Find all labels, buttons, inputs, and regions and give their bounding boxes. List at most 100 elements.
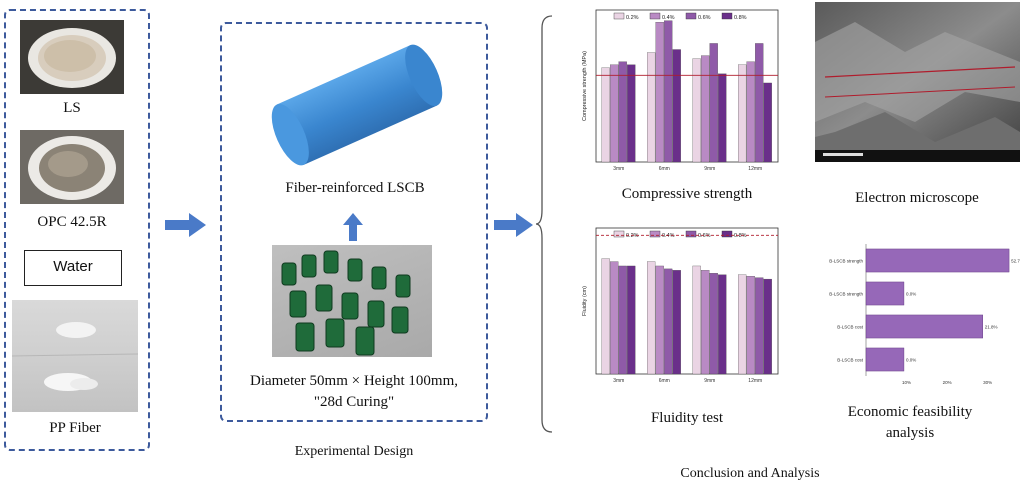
economic-feasibility-chart: B-LSCB strength 52.7% B-LSCB strength 0.0% B…: [829, 244, 1020, 385]
value-label: 21.8%: [985, 325, 998, 330]
x-tick-label: 12mm: [748, 166, 762, 172]
bar: [755, 43, 764, 163]
compressive-strength-chart: 0.2% 0.4% 0.6% 0.8% Compressive strength (MP…: [582, 9, 779, 172]
legend-label: 0.2%: [626, 15, 639, 21]
bar: [755, 277, 764, 375]
x-tick-label: 10%: [902, 380, 911, 385]
category-label: B-LSCB strength: [829, 292, 863, 297]
legend-label: 0.4%: [662, 233, 675, 239]
value-label: 0.0%: [906, 358, 916, 363]
design-caption: Experimental Design: [294, 444, 414, 459]
legend-label: 0.8%: [734, 15, 747, 21]
water-label: Water: [53, 258, 93, 275]
legend: 0.2% 0.4% 0.6% 0.8%: [613, 230, 747, 239]
bar: [709, 43, 718, 163]
design-panel: [220, 22, 488, 422]
bar: [718, 274, 727, 375]
opc-photo: [20, 130, 124, 204]
x-tick-label: 9mm: [704, 166, 715, 172]
pp-fiber-label: PP Fiber: [49, 420, 101, 436]
bar: [709, 273, 718, 375]
x-tick-label: 9mm: [704, 378, 715, 384]
bar: [647, 261, 656, 375]
x-tick-label: 3mm: [613, 378, 624, 384]
bar: [692, 265, 701, 375]
bar: [672, 49, 681, 163]
conclusion-caption: Conclusion and Analysis: [680, 466, 820, 481]
legend-label: 0.4%: [662, 15, 675, 21]
arrow-up-icon: [343, 213, 363, 241]
legend-label: 0.6%: [698, 15, 711, 21]
bar: [865, 281, 905, 306]
category-label: B-LSCB cost: [837, 325, 864, 330]
bar: [746, 61, 755, 163]
bar: [672, 270, 681, 375]
category-label: B-LSCB cost: [837, 358, 864, 363]
electron-microscope-photo: [815, 2, 1020, 162]
ls-label: LS: [63, 100, 81, 116]
water-box: [24, 250, 122, 286]
legend-swatch: [613, 12, 625, 20]
bar: [738, 274, 747, 375]
legend-swatch: [721, 230, 733, 238]
bar: [865, 314, 984, 339]
fluidity-chart: 0.2% 0.4% 0.6% 0.8% Fluidity (cm) 3mm 6mm 9mm 12…: [582, 227, 779, 384]
legend-label: 0.2%: [626, 233, 639, 239]
bar: [664, 268, 673, 375]
bar: [610, 261, 619, 375]
bar: [738, 64, 747, 163]
bar: [627, 265, 636, 375]
bracket-brace: [535, 15, 553, 433]
x-tick-label: 30%: [983, 380, 992, 385]
legend-swatch: [649, 12, 661, 20]
x-tick-label: 6mm: [659, 378, 670, 384]
bar: [865, 248, 1010, 273]
legend-swatch: [613, 230, 625, 238]
electron-caption: Electron microscope: [855, 190, 979, 206]
specimen-label: Fiber-reinforced LSCB: [285, 180, 425, 196]
bar: [746, 276, 755, 375]
bar: [627, 64, 636, 163]
bar: [601, 67, 610, 163]
spec-line-2: "28d Curing": [313, 394, 395, 410]
bar: [655, 22, 664, 163]
pp-fiber-photo: [12, 300, 138, 412]
legend-swatch: [685, 12, 697, 20]
fluidity-caption: Fluidity test: [650, 410, 724, 426]
x-tick-label: 20%: [943, 380, 952, 385]
bar: [655, 265, 664, 375]
x-tick-label: 12mm: [748, 378, 762, 384]
value-label: 0.0%: [906, 292, 916, 297]
bar: [664, 20, 673, 163]
legend-label: 0.8%: [734, 233, 747, 239]
cylinder-specimen-icon: [271, 44, 443, 166]
value-label: 52.7%: [1011, 259, 1020, 264]
bar: [763, 278, 772, 375]
y-axis-label: Fluidity (cm): [582, 286, 588, 316]
bar: [601, 258, 610, 375]
bar: [618, 61, 627, 163]
legend-swatch: [649, 230, 661, 238]
bar: [865, 347, 905, 372]
molds-photo: [272, 245, 432, 357]
bar: [647, 52, 656, 163]
bar: [763, 82, 772, 163]
bar: [692, 58, 701, 163]
opc-label: OPC 42.5R: [37, 214, 107, 230]
legend: 0.2% 0.4% 0.6% 0.8%: [613, 12, 747, 21]
y-axis-label: Compressive strength (MPa): [582, 51, 588, 121]
bar: [701, 270, 710, 375]
legend-label: 0.6%: [698, 233, 711, 239]
x-tick-label: 6mm: [659, 166, 670, 172]
legend-swatch: [721, 12, 733, 20]
compressive-caption: Compressive strength: [621, 186, 753, 202]
x-tick-label: 3mm: [613, 166, 624, 172]
economic-caption-2: analysis: [885, 425, 935, 441]
bar: [701, 55, 710, 163]
ls-photo: [20, 20, 124, 94]
spec-line-1: Diameter 50mm × Height 100mm,: [249, 373, 458, 389]
arrow-right-icon: [165, 213, 206, 237]
bar: [610, 64, 619, 163]
bar: [718, 73, 727, 163]
category-label: B-LSCB strength: [829, 259, 863, 264]
